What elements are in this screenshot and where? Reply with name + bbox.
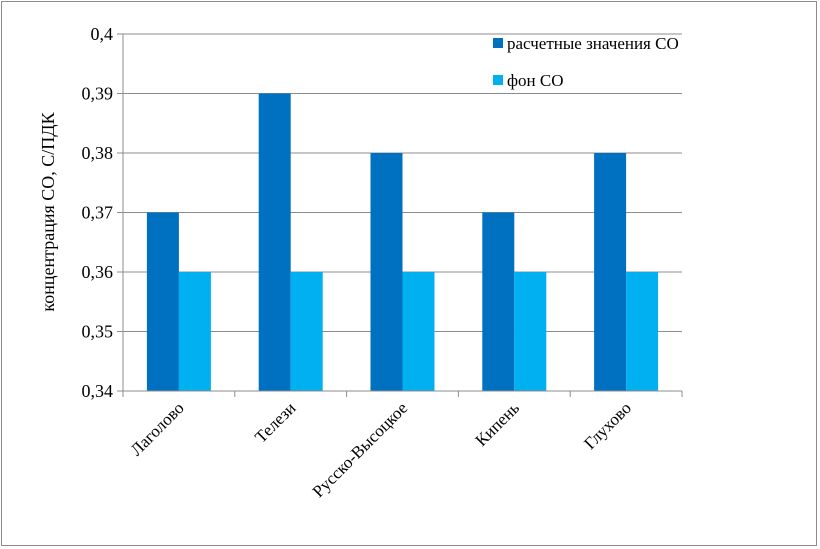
x-category-label: Глухово	[580, 398, 635, 453]
bar	[178, 272, 211, 391]
x-category-label: Телези	[251, 398, 299, 446]
bar	[514, 272, 547, 391]
bar	[370, 153, 403, 391]
bar	[146, 212, 179, 391]
bar	[482, 212, 515, 391]
bars	[146, 93, 659, 391]
y-tick-label: 0,37	[82, 203, 114, 223]
bar	[290, 272, 323, 391]
y-tick-label: 0,38	[82, 143, 114, 163]
x-category-labels: Лаголово Телези Русско-Высоцкое Кипень Глухо…	[127, 398, 635, 501]
legend-swatch	[493, 75, 503, 85]
bar	[594, 153, 627, 391]
y-tick-label: 0,34	[82, 381, 114, 401]
bar	[402, 272, 435, 391]
y-tick-label: 0,4	[91, 24, 114, 44]
legend-label: расчетные значения СО	[507, 34, 679, 53]
y-axis-title: концентрация СО, С/ПДК	[38, 111, 58, 311]
bar	[626, 272, 659, 391]
legend-swatch	[493, 38, 503, 48]
x-category-label: Лаголово	[127, 398, 188, 459]
axes	[122, 34, 683, 397]
y-tick-label: 0,35	[82, 322, 114, 342]
x-category-label: Кипень	[472, 398, 524, 450]
x-category-label: Русско-Высоцкое	[309, 398, 412, 501]
legend-label: фон СО	[507, 71, 563, 90]
legend: расчетные значения СО фон СО	[493, 34, 679, 90]
bar	[258, 93, 291, 391]
y-tick-label: 0,36	[82, 262, 114, 282]
y-tick-label: 0,39	[82, 84, 114, 104]
y-tick-labels: 0,34 0,35 0,36 0,37 0,38 0,39 0,4	[82, 24, 114, 401]
